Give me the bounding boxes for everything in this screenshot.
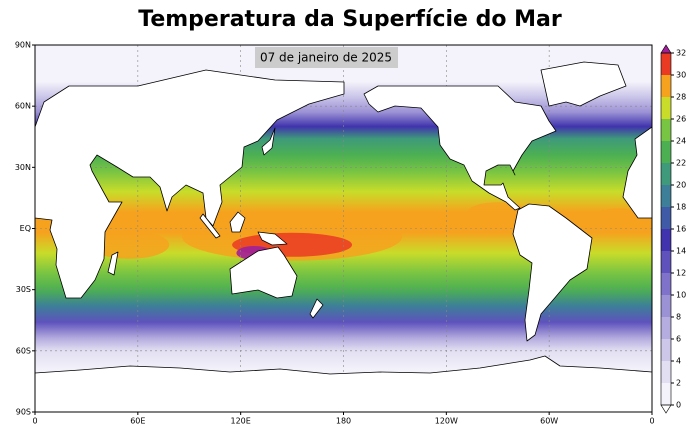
colorbar-tick-label: 6 [676, 335, 681, 344]
west-africa-europe [622, 126, 652, 219]
colorbar-swatch [661, 339, 671, 361]
new-guinea [257, 231, 288, 246]
x-tick-label: 0 [32, 417, 37, 426]
colorbar-swatch [661, 383, 671, 405]
colorbar-tick-label: 2 [676, 379, 681, 388]
x-tick-label: 60W [540, 417, 558, 426]
colorbar-tick-label: 4 [676, 357, 681, 366]
colorbar-under [660, 404, 672, 414]
colorbar-tick-label: 10 [676, 291, 686, 300]
north-america [363, 85, 557, 211]
colorbar-swatch [661, 251, 671, 273]
madagascar [107, 251, 119, 276]
south-america [512, 203, 593, 342]
colorbar-tick-label: 30 [676, 71, 686, 80]
colorbar-swatch [661, 229, 671, 251]
y-tick-label: 30S [16, 285, 31, 294]
greenland [540, 61, 627, 107]
colorbar-tick-label: 20 [676, 181, 686, 190]
colorbar-tick-label: 14 [676, 247, 686, 256]
x-tick-label: 120E [231, 417, 251, 426]
colorbar-swatch [661, 53, 671, 75]
y-tick-label: 90S [16, 408, 31, 417]
colorbar-swatch [661, 163, 671, 185]
date-label: 07 de janeiro de 2025 [260, 51, 392, 65]
australia [229, 246, 298, 299]
colorbar-swatch [661, 317, 671, 339]
colorbar-swatch [661, 141, 671, 163]
colorbar-swatch [661, 295, 671, 317]
colorbar-swatch [661, 273, 671, 295]
sumatra [199, 213, 221, 239]
colorbar-swatch [661, 119, 671, 141]
x-tick-label: 120W [435, 417, 458, 426]
warm-pool [592, 208, 643, 229]
eurasia-africa [35, 69, 345, 299]
colorbar-tick-label: 0 [676, 401, 681, 410]
y-tick-label: 30N [15, 163, 31, 172]
colorbar-tick-label: 22 [676, 159, 686, 168]
colorbar-tick-label: 16 [676, 225, 686, 234]
warm-pool [89, 230, 170, 259]
chart-title: Temperatura da Superfície do Mar [138, 7, 562, 32]
colorbar-swatch [661, 185, 671, 207]
colorbar-swatch [661, 207, 671, 229]
land [35, 61, 652, 412]
colorbar-tick-label: 12 [676, 269, 686, 278]
colorbar-tick-label: 24 [676, 137, 686, 146]
y-tick-label: 90N [15, 41, 31, 50]
colorbar-over [660, 44, 672, 54]
y-tick-label: 60N [15, 102, 31, 111]
x-tick-label: 60E [130, 417, 145, 426]
y-tick-label: 60S [16, 346, 31, 355]
japan [261, 127, 276, 156]
colorbar-tick-label: 32 [676, 49, 686, 58]
colorbar-tick-label: 26 [676, 115, 686, 124]
colorbar-swatch [661, 75, 671, 97]
colorbar-tick-label: 18 [676, 203, 686, 212]
y-tick-label: EQ [20, 224, 31, 233]
x-tick-label: 0 [649, 417, 654, 426]
borneo [229, 211, 246, 233]
colorbar-swatch [661, 361, 671, 383]
colorbar-swatch [661, 97, 671, 119]
date-label-box [255, 47, 398, 68]
map: 07 de janeiro de 2025 [35, 45, 652, 412]
x-tick-label: 180 [336, 417, 351, 426]
colorbar-tick-label: 8 [676, 313, 681, 322]
antarctica [35, 355, 652, 412]
colorbar-tick-label: 28 [676, 93, 686, 102]
new-zealand [309, 298, 324, 319]
